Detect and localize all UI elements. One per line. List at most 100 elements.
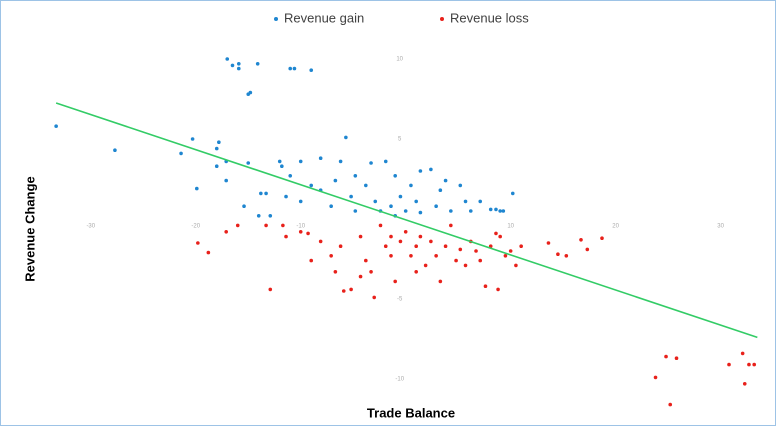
x-axis-title: Trade Balance xyxy=(367,405,455,420)
point xyxy=(409,183,413,188)
point xyxy=(429,167,433,172)
point xyxy=(389,254,393,258)
point xyxy=(256,214,261,218)
point xyxy=(353,174,358,178)
point xyxy=(458,247,463,252)
point xyxy=(196,241,200,245)
point xyxy=(179,151,183,156)
point xyxy=(353,209,358,213)
y-tick-label: 10 xyxy=(396,57,403,63)
point xyxy=(434,254,438,258)
point xyxy=(298,230,303,234)
point xyxy=(496,287,500,292)
point xyxy=(281,223,285,228)
point xyxy=(264,223,268,228)
point xyxy=(664,354,668,359)
point xyxy=(248,90,253,95)
point xyxy=(514,263,518,268)
point xyxy=(556,252,560,256)
point xyxy=(653,375,658,380)
point xyxy=(298,159,303,164)
point xyxy=(195,186,199,191)
point xyxy=(483,284,488,289)
point xyxy=(727,362,731,367)
point xyxy=(389,204,393,208)
y-tick-label: 5 xyxy=(398,137,402,143)
point xyxy=(579,238,583,242)
point xyxy=(206,250,211,255)
point xyxy=(414,270,418,274)
point xyxy=(443,178,448,183)
point xyxy=(341,289,346,293)
point xyxy=(288,66,293,71)
point xyxy=(494,231,498,236)
point xyxy=(113,148,117,152)
legend-label: Revenue loss xyxy=(450,10,529,25)
point xyxy=(369,270,373,274)
point xyxy=(217,140,221,144)
point xyxy=(668,402,673,407)
point xyxy=(393,279,397,284)
point xyxy=(508,249,513,253)
point xyxy=(423,263,428,268)
point xyxy=(255,62,260,66)
point xyxy=(236,66,241,71)
point xyxy=(338,244,343,248)
point xyxy=(364,258,368,263)
point xyxy=(438,279,443,284)
point xyxy=(478,199,483,204)
point xyxy=(564,254,569,258)
x-tick-label: 30 xyxy=(717,224,724,230)
point xyxy=(494,207,498,212)
point xyxy=(393,174,397,178)
point xyxy=(338,159,343,164)
point xyxy=(309,68,314,72)
point xyxy=(488,244,493,248)
point xyxy=(434,204,438,208)
point xyxy=(383,244,388,248)
x-tick-label: 20 xyxy=(612,224,619,230)
point xyxy=(214,146,219,151)
point xyxy=(503,254,508,258)
point xyxy=(318,239,323,244)
point xyxy=(54,124,58,128)
point xyxy=(306,231,310,236)
legend-label: Revenue gain xyxy=(284,10,364,25)
point xyxy=(333,178,338,183)
point xyxy=(478,258,483,263)
point xyxy=(488,207,493,212)
point xyxy=(277,159,282,164)
point xyxy=(468,209,473,213)
point xyxy=(414,199,418,204)
point xyxy=(463,199,468,204)
point xyxy=(333,270,338,274)
point xyxy=(449,223,453,228)
point xyxy=(268,214,273,218)
point xyxy=(674,356,679,361)
point xyxy=(224,178,228,183)
point xyxy=(747,362,751,367)
point xyxy=(236,62,241,66)
point xyxy=(358,234,363,239)
point xyxy=(242,204,246,208)
point xyxy=(329,204,333,208)
y-tick-label: -5 xyxy=(397,297,403,303)
point xyxy=(501,209,506,213)
point xyxy=(378,223,383,228)
trend-line xyxy=(55,102,758,339)
point xyxy=(600,236,604,240)
point xyxy=(259,191,263,196)
point xyxy=(449,209,453,213)
point xyxy=(498,209,502,213)
point xyxy=(284,194,288,199)
point xyxy=(373,199,378,204)
point xyxy=(280,164,284,168)
legend-marker xyxy=(440,17,444,21)
point xyxy=(349,194,353,199)
y-axis-title: Revenue Change xyxy=(22,176,37,281)
point xyxy=(264,191,268,196)
point xyxy=(418,210,423,215)
point xyxy=(190,137,195,141)
